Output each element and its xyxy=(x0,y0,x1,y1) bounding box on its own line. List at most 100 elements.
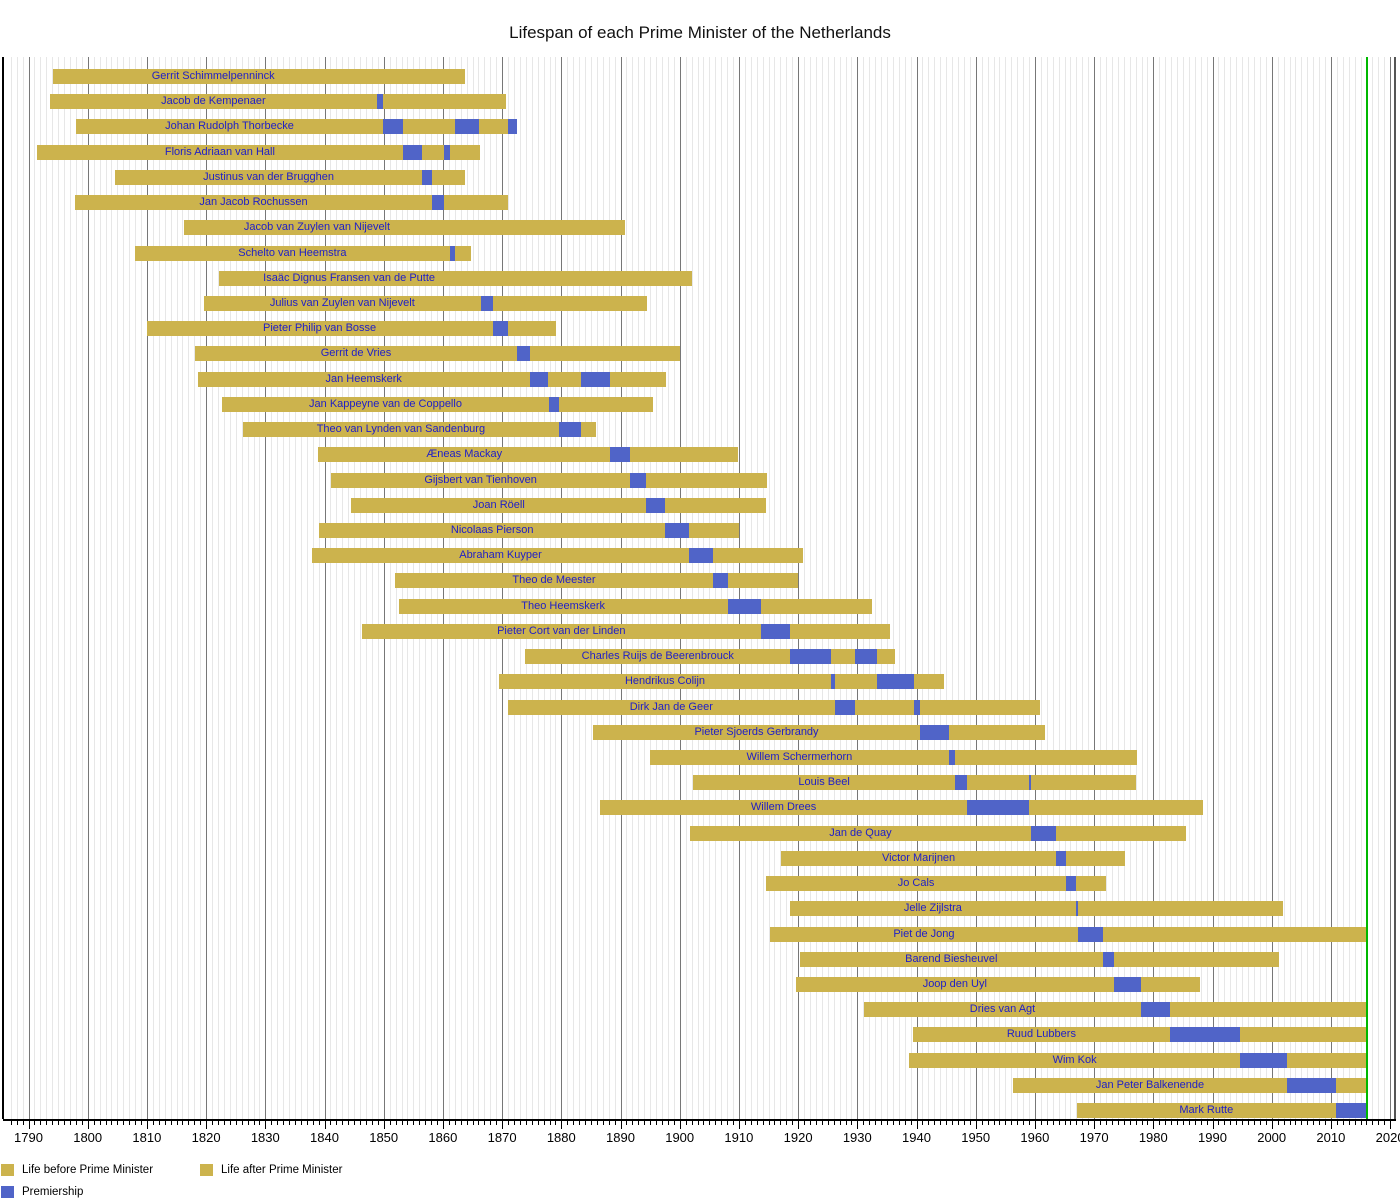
axis-tick xyxy=(1147,1121,1149,1125)
year-gridline xyxy=(141,57,142,1119)
lifespan-bar xyxy=(765,876,1106,891)
premiership-segment xyxy=(1075,901,1078,917)
pm-name-label: Floris Adriaan van Hall xyxy=(164,145,275,158)
year-gridline xyxy=(833,57,835,1119)
lifespan-bar xyxy=(183,220,626,236)
axis-tick xyxy=(289,1121,290,1125)
pm-name-label: Hendrikus Colijn xyxy=(624,675,706,688)
axis-tick xyxy=(277,1121,279,1125)
axis-tick xyxy=(910,1121,912,1125)
axis-tick xyxy=(377,1121,379,1125)
axis-tick xyxy=(431,1121,433,1125)
axis-tick xyxy=(1277,1121,1279,1125)
decade-gridline xyxy=(857,57,859,1119)
axis-tick xyxy=(111,1121,113,1125)
axis-tick xyxy=(1094,1121,1096,1129)
pm-name-label: Gijsbert van Tienhoven xyxy=(424,473,537,486)
axis-tick xyxy=(58,1121,60,1125)
axis-tick xyxy=(904,1121,906,1125)
year-gridline xyxy=(1023,57,1025,1119)
year-gridline xyxy=(223,57,225,1119)
axis-tick xyxy=(738,1121,740,1129)
axis-tick xyxy=(176,1121,178,1125)
axis-tick xyxy=(715,1121,717,1125)
lifespan-bar xyxy=(319,523,739,538)
year-gridline xyxy=(821,57,823,1119)
year-gridline xyxy=(1182,57,1184,1119)
year-gridline xyxy=(928,57,930,1119)
axis-tick xyxy=(857,1121,859,1129)
year-gridline xyxy=(253,57,255,1119)
year-gridline xyxy=(1224,57,1226,1119)
axis-tick xyxy=(1236,1121,1238,1125)
year-gridline xyxy=(1307,57,1309,1119)
legend-label-life-before: Life before Prime Minister xyxy=(22,1164,154,1176)
axis-tick xyxy=(975,1121,977,1129)
axis-tick xyxy=(502,1121,504,1129)
axis-tick xyxy=(1224,1121,1226,1125)
premiership-segment xyxy=(377,94,383,110)
year-gridline xyxy=(1277,57,1279,1119)
axis-tick xyxy=(614,1121,616,1125)
axis-tick xyxy=(52,1121,54,1125)
axis-tick xyxy=(762,1121,764,1125)
premiership-segment xyxy=(403,144,423,160)
year-gridline xyxy=(1117,57,1119,1119)
axis-tick xyxy=(1105,1121,1107,1125)
decade-gridline xyxy=(1212,57,1214,1119)
axis-tick xyxy=(1265,1121,1267,1125)
axis-tick xyxy=(513,1121,515,1125)
premiership-segment xyxy=(1066,876,1076,891)
pm-name-label: Theo Heemskerk xyxy=(521,599,606,612)
premiership-segment xyxy=(689,548,713,564)
axis-tick xyxy=(733,1121,734,1125)
axis-tick xyxy=(798,1121,800,1129)
axis-tick xyxy=(1378,1121,1380,1125)
axis-tick xyxy=(946,1121,948,1125)
axis-tick xyxy=(135,1121,137,1125)
year-gridline xyxy=(1159,57,1161,1119)
year-gridline xyxy=(946,57,948,1119)
axis-tick xyxy=(596,1121,598,1125)
axis-tick xyxy=(1194,1121,1196,1125)
pm-name-label: Schelto van Heemstra xyxy=(238,246,347,259)
year-gridline xyxy=(22,57,24,1119)
premiership-segment xyxy=(834,699,855,715)
axis-tick xyxy=(64,1121,65,1125)
year-gridline xyxy=(898,57,900,1119)
decade-gridline xyxy=(1094,57,1096,1119)
year-gridline xyxy=(993,57,995,1119)
axis-tick xyxy=(656,1121,657,1125)
year-gridline xyxy=(1052,57,1054,1119)
year-gridline xyxy=(1378,57,1380,1119)
lifespan-bar xyxy=(912,1027,1367,1043)
axis-tick xyxy=(608,1121,610,1125)
pm-name-label: Julius van Zuylen van Nijevelt xyxy=(269,297,415,309)
lifespan-bar xyxy=(592,724,1045,740)
lifespan-bar xyxy=(790,901,1284,917)
axis-tick xyxy=(1390,1121,1392,1129)
axis-tick xyxy=(158,1121,160,1125)
axis-tick xyxy=(419,1121,421,1125)
year-gridline xyxy=(164,57,166,1119)
axis-tick xyxy=(804,1121,805,1125)
axis-tick xyxy=(750,1121,752,1125)
axis-tick xyxy=(916,1121,918,1129)
year-gridline xyxy=(1230,57,1232,1119)
axis-tick xyxy=(1182,1121,1184,1125)
axis-tick-label: 1990 xyxy=(1198,1130,1227,1145)
axis-tick xyxy=(1342,1121,1344,1125)
premiership-segment xyxy=(665,523,690,538)
year-gridline xyxy=(217,57,219,1119)
axis-tick-label: 1820 xyxy=(191,1130,221,1145)
year-gridline xyxy=(1242,57,1244,1119)
axis-tick xyxy=(839,1121,841,1125)
year-gridline xyxy=(1046,57,1048,1119)
axis-tick xyxy=(10,1121,12,1125)
year-gridline xyxy=(940,57,942,1119)
axis-tick-label: 1850 xyxy=(369,1130,399,1145)
year-gridline xyxy=(1342,57,1344,1119)
axis-tick xyxy=(484,1121,486,1125)
year-gridline xyxy=(371,57,373,1119)
